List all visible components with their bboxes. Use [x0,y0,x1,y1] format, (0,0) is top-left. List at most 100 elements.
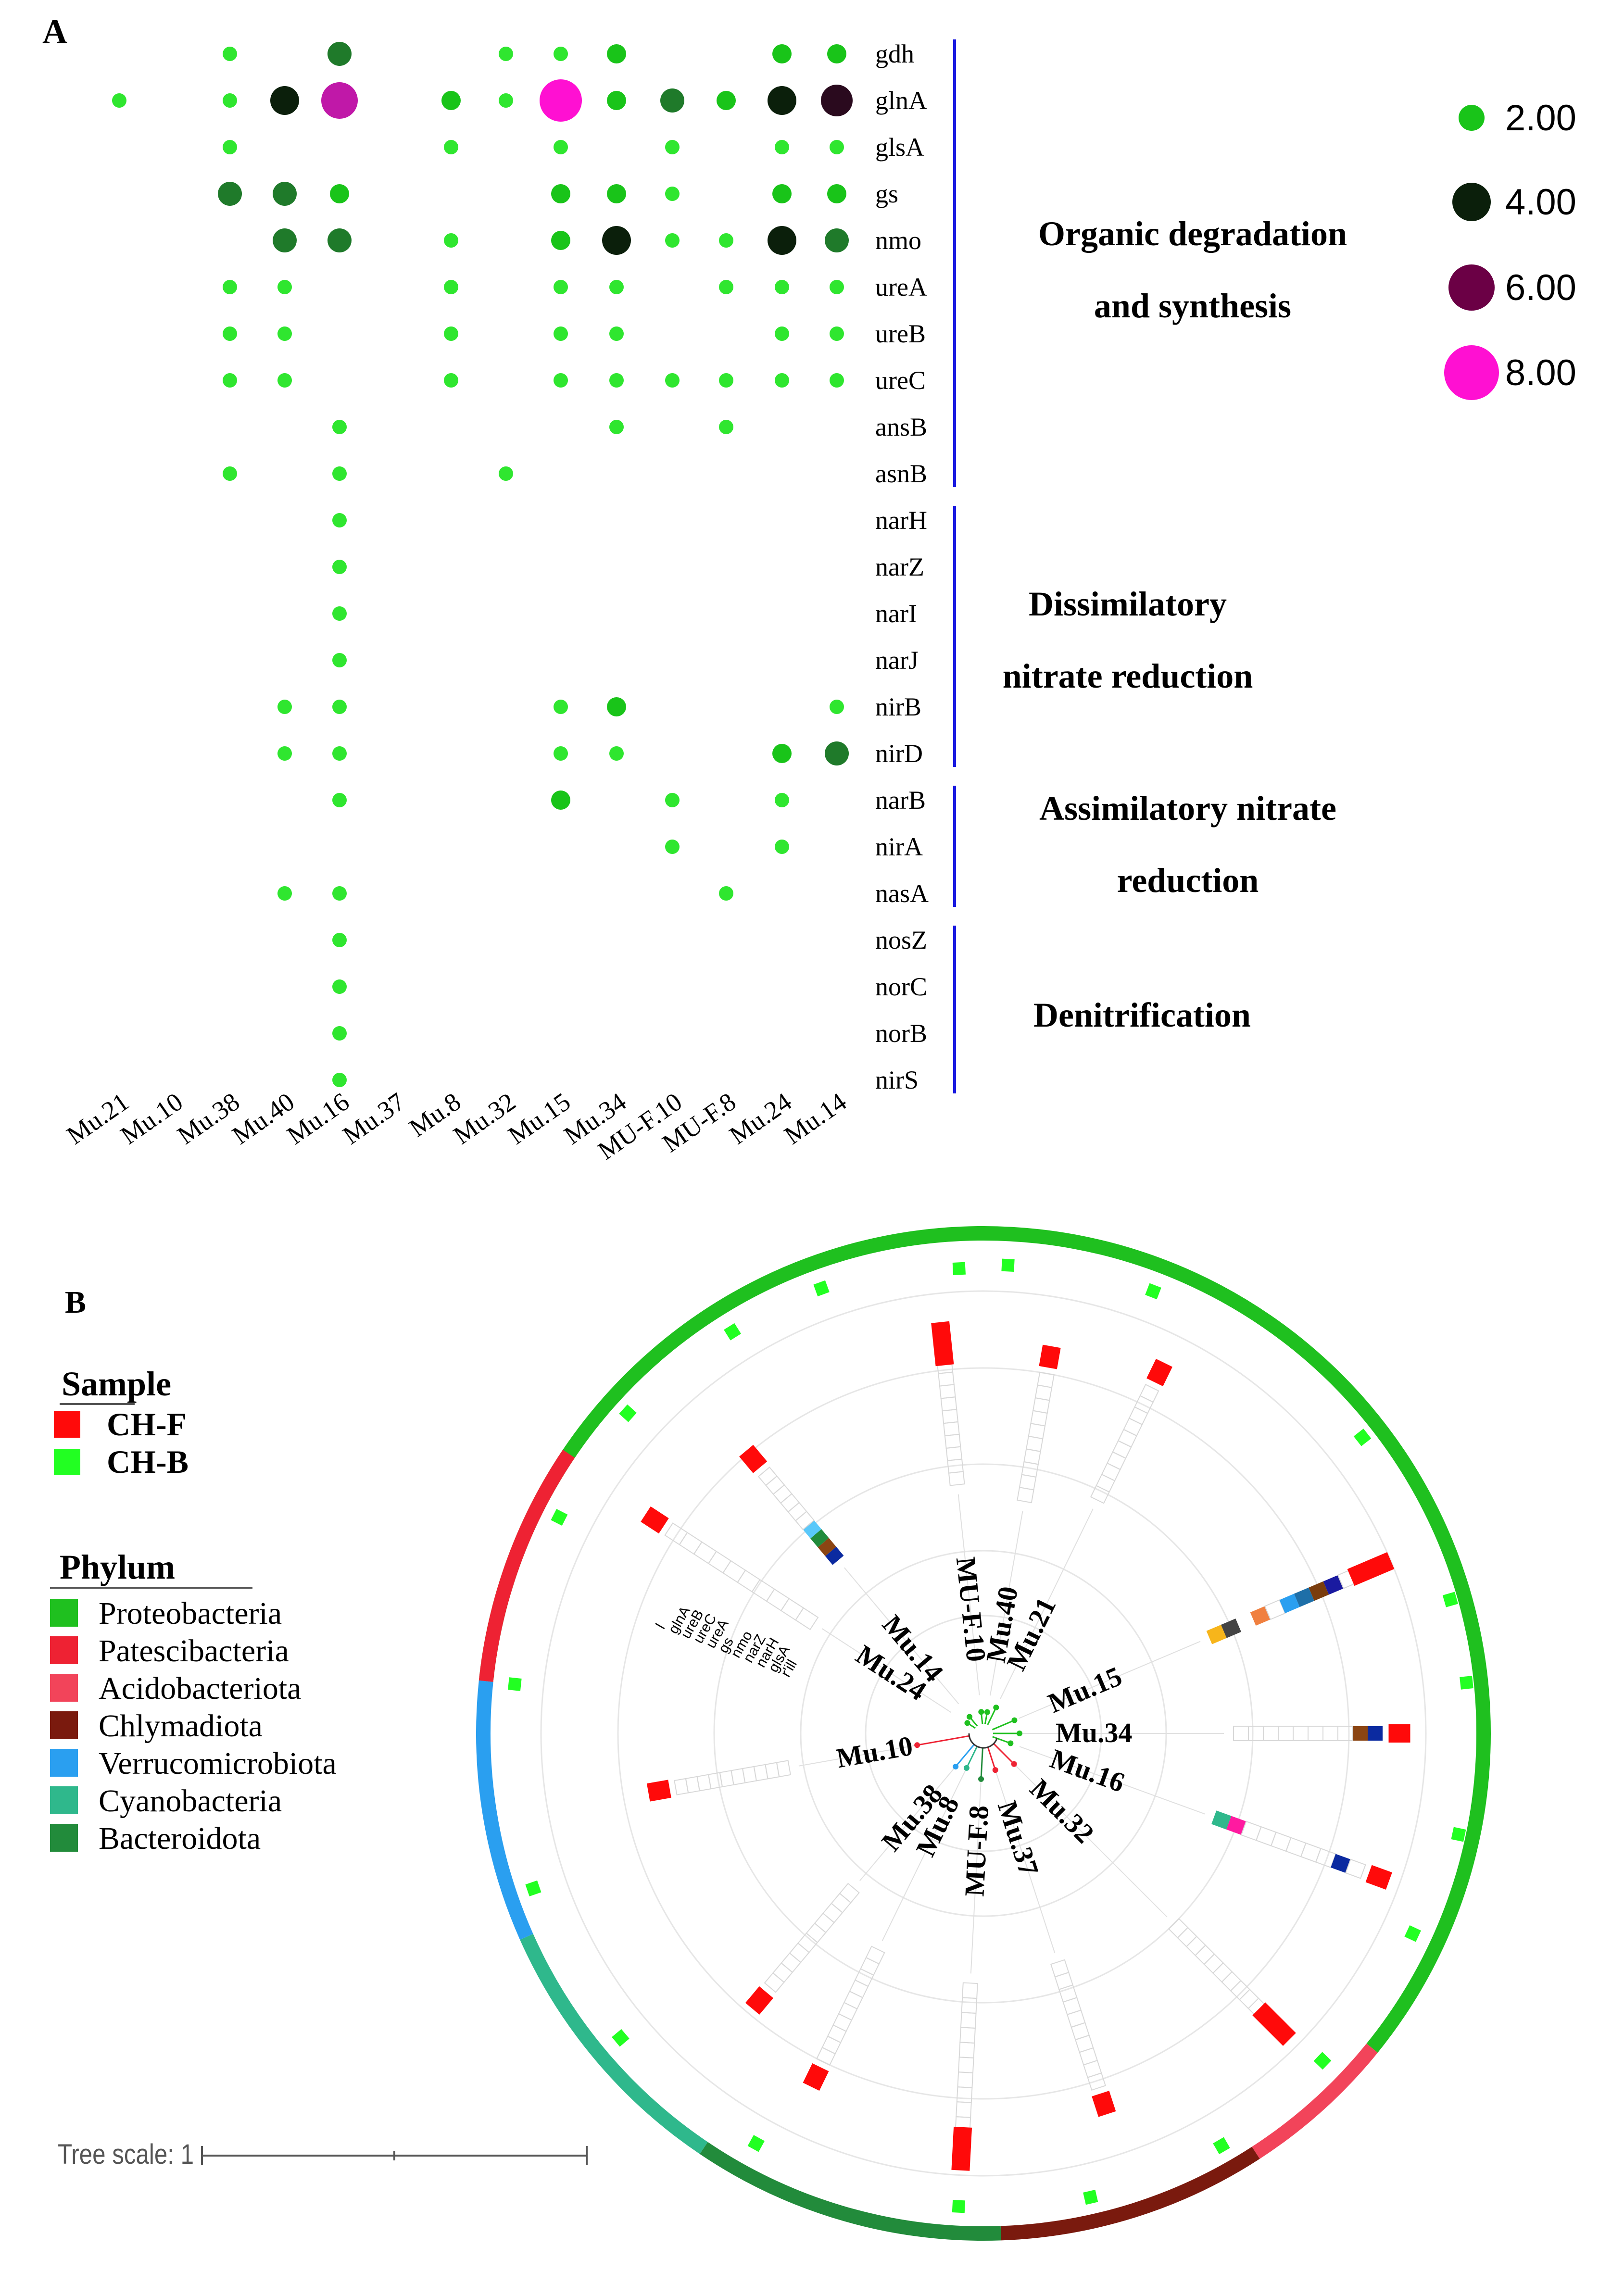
ch-f-marker [641,1506,669,1534]
bubble-nasA-Mu.40 [277,886,292,901]
gene-cell [787,1502,807,1522]
gene-cell [958,2042,975,2058]
ch-f-marker [1146,1358,1172,1387]
phylum-ring-segment [700,2142,1001,2241]
gene-cell [1083,2059,1102,2078]
leaf-spoke [1019,1746,1205,1815]
ch-b-marker [1001,1258,1015,1272]
gene-cell [674,1778,689,1795]
ch-f-marker [739,1444,768,1473]
bubble-gdh-Mu.14 [827,44,846,63]
gene-cell [1112,1440,1132,1459]
tree-scale-label: Tree scale: 1 [58,2139,194,2170]
bubble-narI-Mu.16 [332,606,347,621]
ch-b-marker [1353,1429,1372,1446]
sample-label: CH-F [107,1406,187,1443]
bubble-gs-Mu.16 [330,184,349,203]
gene-cell [818,1538,836,1556]
bubble-nirB-Mu.14 [830,700,844,714]
phylum-swatch [50,1674,78,1702]
ch-b-marker [747,2135,765,2152]
bubble-ureA-Mu.8 [444,280,458,294]
gene-cell [942,1409,959,1424]
gene-label: glnA [875,86,927,115]
phylum-swatch [50,1711,78,1739]
bubble-nirD-Mu.40 [277,746,292,761]
gene-cell [664,1522,688,1545]
gene-cell [860,1957,880,1976]
ch-b-marker [1460,1676,1473,1690]
bubble-glnA-Mu.40 [270,86,299,115]
ch-b-marker [1313,2052,1332,2070]
gene-cell [810,1529,829,1547]
guide-ring [713,1463,1254,2004]
gene-label: nosZ [875,926,927,954]
bubble-glsA-Mu.15 [554,140,568,154]
phylum-ring-segment [478,1450,575,1682]
bubble-ureC-Mu.38 [223,373,237,388]
gene-cell [956,2086,973,2103]
gene-label: asnB [875,459,927,488]
bubble-ureA-Mu.34 [609,280,624,294]
circular-tree: Mu.21Mu.15Mu.34Mu.16Mu.32Mu.37MU-F.8Mu.8… [476,1226,1491,2241]
phylum-label: Patescibacteria [99,1633,289,1669]
tree-branch [993,1743,1015,1765]
phylum-swatch [50,1636,78,1664]
ch-f-marker [1388,1724,1410,1743]
bubble-ureC-Mu.8 [444,373,458,388]
gene-cell [707,1551,732,1574]
gene-cell [1054,1971,1074,1990]
gene-label: narB [875,786,926,815]
gene-cell [722,1560,746,1583]
phylum-label: Proteobacteria [99,1596,282,1631]
gene-label: nirS [875,1066,919,1094]
gene-cell [1062,1997,1082,2016]
sample-swatch [54,1411,80,1438]
bubble-gs-MU-F.10 [665,187,680,201]
bubble-nirD-Mu.34 [609,746,624,761]
gene-cell [1263,1726,1279,1741]
tree-branch [966,1746,978,1769]
sample-swatch [54,1449,80,1475]
tree-node [1017,1731,1022,1736]
gene-cell [816,2046,836,2066]
gene-label: ansB [875,413,927,441]
gene-cell [1206,1625,1227,1644]
ch-f-marker [1365,1865,1392,1890]
bubble-glsA-Mu.24 [775,140,789,154]
bubble-glsA-Mu.14 [830,140,844,154]
ch-b-marker [952,1262,966,1275]
bubble-glnA-Mu.15 [540,79,582,122]
gene-cell [780,1598,805,1621]
group-labels: Organic degradation and synthesis Dissimil… [1003,214,1347,1034]
legend-label: 4.00 [1505,182,1576,223]
bubble-gs-Mu.24 [772,184,792,203]
phylum-ring-segment [520,1933,708,2154]
bubble-ureA-Mu.38 [223,280,237,294]
legend-bubble [1452,183,1491,221]
gene-cell [1309,1581,1329,1601]
tree-branch [992,1736,1011,1744]
leaf-spoke [970,1771,982,1974]
gene-cell [1235,1612,1256,1632]
phylum-label: Chlymadiota [99,1708,263,1744]
gene-cell [795,1607,819,1631]
ch-b-marker [1404,1925,1421,1942]
gene-labels: gdh glnA glsA gs nmo ureA ureB ureC ansB asnB narH… [875,39,929,1094]
gene-cell [956,2101,972,2118]
gene-cell [1285,1837,1307,1857]
tree-node [963,1765,969,1771]
group-label: Dissimilatory [1029,585,1227,623]
sample-label: Mu.16 [282,1087,354,1150]
gene-cell [1345,1858,1366,1879]
tree-node [914,1742,920,1748]
bubble-nirD-Mu.24 [772,744,792,763]
tree-node [978,1776,984,1782]
gene-cell [959,2027,976,2044]
gene-cell [1074,2034,1094,2053]
bubble-nmo-Mu.24 [768,226,796,255]
gene-label: ureA [875,273,927,301]
bubble-asnB-Mu.16 [332,466,347,481]
sample-label: Mu.40 [227,1087,300,1150]
sample-label: Mu.32 [448,1087,521,1150]
